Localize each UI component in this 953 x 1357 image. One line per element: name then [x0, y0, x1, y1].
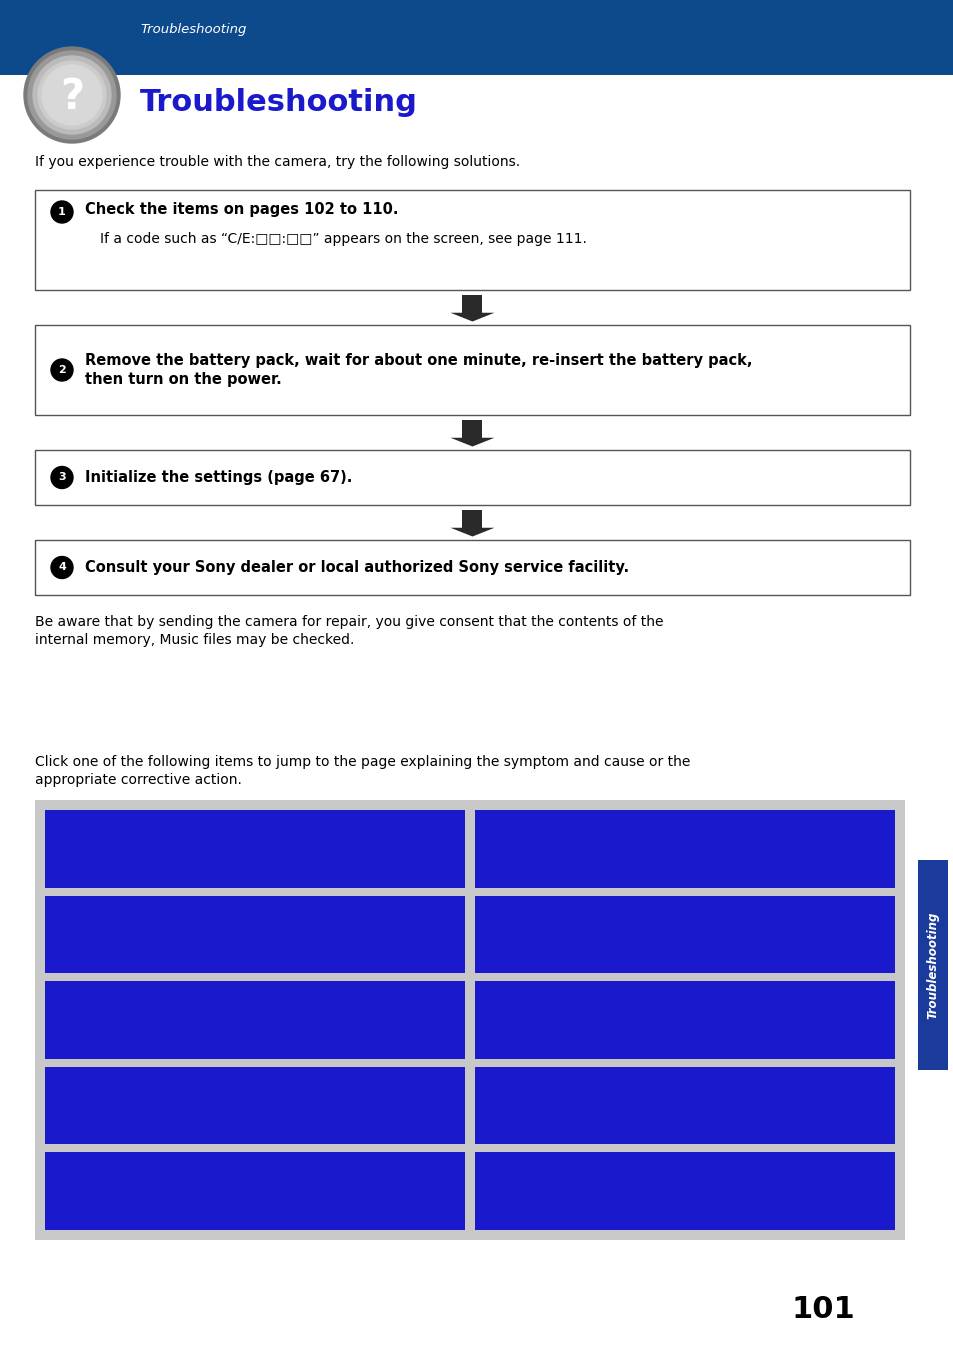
- Bar: [35, 451, 909, 505]
- Bar: [45, 810, 464, 887]
- Bar: [462, 296, 482, 312]
- Circle shape: [51, 201, 73, 223]
- Text: If you experience trouble with the camera, try the following solutions.: If you experience trouble with the camer…: [35, 155, 519, 170]
- Text: 4: 4: [58, 563, 66, 573]
- Text: 3: 3: [58, 472, 66, 483]
- Circle shape: [51, 467, 73, 489]
- Text: Troubleshooting: Troubleshooting: [140, 88, 417, 117]
- Text: Be aware that by sending the camera for repair, you give consent that the conten: Be aware that by sending the camera for …: [35, 615, 662, 630]
- Text: Click one of the following items to jump to the page explaining the symptom and : Click one of the following items to jump…: [35, 754, 690, 769]
- Bar: [475, 896, 894, 973]
- Text: appropriate corrective action.: appropriate corrective action.: [35, 773, 242, 787]
- Text: Battery pack and power: Battery pack and power: [57, 841, 245, 856]
- Circle shape: [42, 65, 102, 125]
- Text: PictBridge compliant printer: PictBridge compliant printer: [486, 1099, 709, 1113]
- Bar: [45, 1067, 464, 1144]
- Bar: [475, 981, 894, 1058]
- Bar: [35, 540, 909, 594]
- Bar: [462, 421, 482, 438]
- Bar: [917, 860, 947, 1071]
- Bar: [35, 801, 904, 1240]
- Circle shape: [33, 56, 111, 134]
- Text: Check the items on pages 102 to 110.: Check the items on pages 102 to 110.: [85, 202, 398, 217]
- Circle shape: [38, 61, 106, 129]
- Text: Troubleshooting: Troubleshooting: [925, 912, 939, 1019]
- Text: 1: 1: [58, 208, 66, 217]
- Text: 2: 2: [58, 365, 66, 375]
- Text: Others: Others: [486, 1185, 539, 1198]
- Text: Remove the battery pack, wait for about one minute, re-insert the battery pack,
: Remove the battery pack, wait for about …: [85, 353, 752, 387]
- Text: internal memory, Music files may be checked.: internal memory, Music files may be chec…: [35, 632, 354, 647]
- Text: 102: 102: [425, 927, 455, 942]
- Circle shape: [51, 360, 73, 381]
- Circle shape: [51, 556, 73, 578]
- Circle shape: [24, 47, 120, 142]
- Bar: [0, 0, 953, 75]
- Text: Deleting: Deleting: [57, 1099, 123, 1113]
- Text: Computers: Computers: [57, 1185, 142, 1198]
- Text: Viewing images: Viewing images: [57, 1012, 180, 1027]
- Text: 105: 105: [425, 1012, 455, 1027]
- Text: Troubleshooting: Troubleshooting: [140, 23, 246, 37]
- Text: 107: 107: [855, 841, 884, 856]
- Text: 106: 106: [426, 1185, 455, 1198]
- Bar: [45, 896, 464, 973]
- Text: Consult your Sony dealer or local authorized Sony service facility.: Consult your Sony dealer or local author…: [85, 560, 628, 575]
- Polygon shape: [450, 312, 494, 322]
- Bar: [462, 510, 482, 528]
- Text: 108: 108: [855, 1012, 884, 1027]
- Text: “Memory Stick Duo”: “Memory Stick Duo”: [486, 841, 647, 856]
- Polygon shape: [450, 528, 494, 536]
- Bar: [35, 190, 909, 290]
- Text: Initialize the settings (page 67).: Initialize the settings (page 67).: [85, 470, 352, 484]
- Bar: [475, 810, 894, 887]
- Text: 107: 107: [855, 927, 884, 942]
- Text: 108: 108: [855, 1099, 884, 1113]
- Text: ?: ?: [60, 76, 84, 118]
- Bar: [475, 1067, 894, 1144]
- Bar: [35, 324, 909, 415]
- Text: 102: 102: [425, 841, 455, 856]
- Circle shape: [28, 52, 116, 138]
- Bar: [45, 981, 464, 1058]
- Text: If a code such as “C/E:□□:□□” appears on the screen, see page 111.: If a code such as “C/E:□□:□□” appears on…: [100, 232, 586, 246]
- Text: Printing: Printing: [486, 1012, 549, 1027]
- Text: 110: 110: [855, 1185, 884, 1198]
- Text: 106: 106: [426, 1099, 455, 1113]
- Text: Internal memory: Internal memory: [486, 927, 617, 942]
- Polygon shape: [450, 438, 494, 446]
- Text: Shooting still images/movies: Shooting still images/movies: [57, 927, 282, 942]
- Bar: [45, 1152, 464, 1229]
- Bar: [0, 75, 953, 130]
- Bar: [475, 1152, 894, 1229]
- Text: 101: 101: [790, 1296, 854, 1324]
